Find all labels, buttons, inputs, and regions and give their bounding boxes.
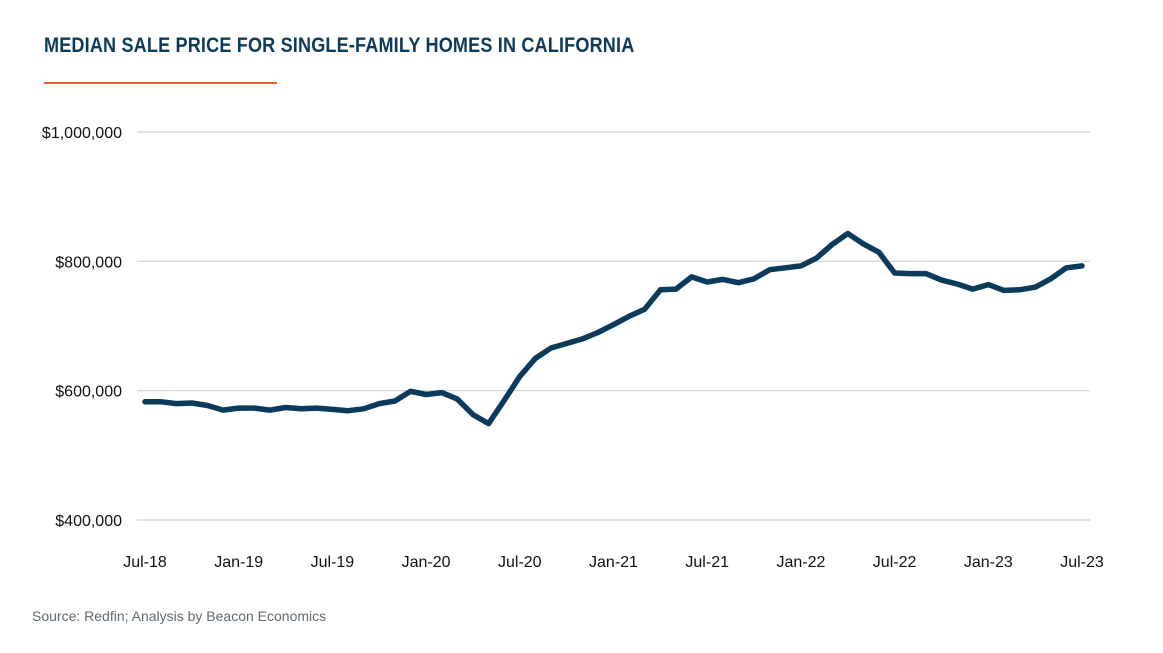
- x-tick-label: Jan-19: [214, 554, 263, 571]
- series-layer: [142, 230, 1085, 427]
- x-tick-label: Jul-23: [1060, 554, 1104, 571]
- y-axis-tick-labels: $400,000 $600,000 $800,000 $1,000,000: [42, 125, 122, 530]
- y-tick-label: $600,000: [55, 384, 122, 401]
- series-line: [142, 230, 1085, 427]
- x-tick-label: Jul-19: [311, 554, 355, 571]
- y-tick-label: $1,000,000: [42, 125, 122, 142]
- x-axis-tick-labels: Jul-18 Jan-19 Jul-19 Jan-20 Jul-20 Jan-21 Jul-…: [123, 554, 1104, 571]
- title-underline: [44, 82, 277, 84]
- y-tick-label: $800,000: [55, 254, 122, 271]
- y-tick-label: $400,000: [55, 513, 122, 530]
- x-tick-label: Jan-22: [776, 554, 825, 571]
- x-tick-label: Jul-20: [498, 554, 542, 571]
- x-tick-label: Jul-18: [123, 554, 167, 571]
- gridlines: [137, 131, 1090, 521]
- source-note: Source: Redfin; Analysis by Beacon Econo…: [32, 608, 327, 624]
- x-tick-label: Jan-20: [402, 554, 451, 571]
- x-tick-label: Jul-21: [685, 554, 729, 571]
- chart-title: MEDIAN SALE PRICE FOR SINGLE-FAMILY HOME…: [44, 34, 635, 57]
- x-tick-label: Jul-22: [873, 554, 917, 571]
- x-tick-label: Jan-21: [589, 554, 638, 571]
- x-tick-label: Jan-23: [964, 554, 1013, 571]
